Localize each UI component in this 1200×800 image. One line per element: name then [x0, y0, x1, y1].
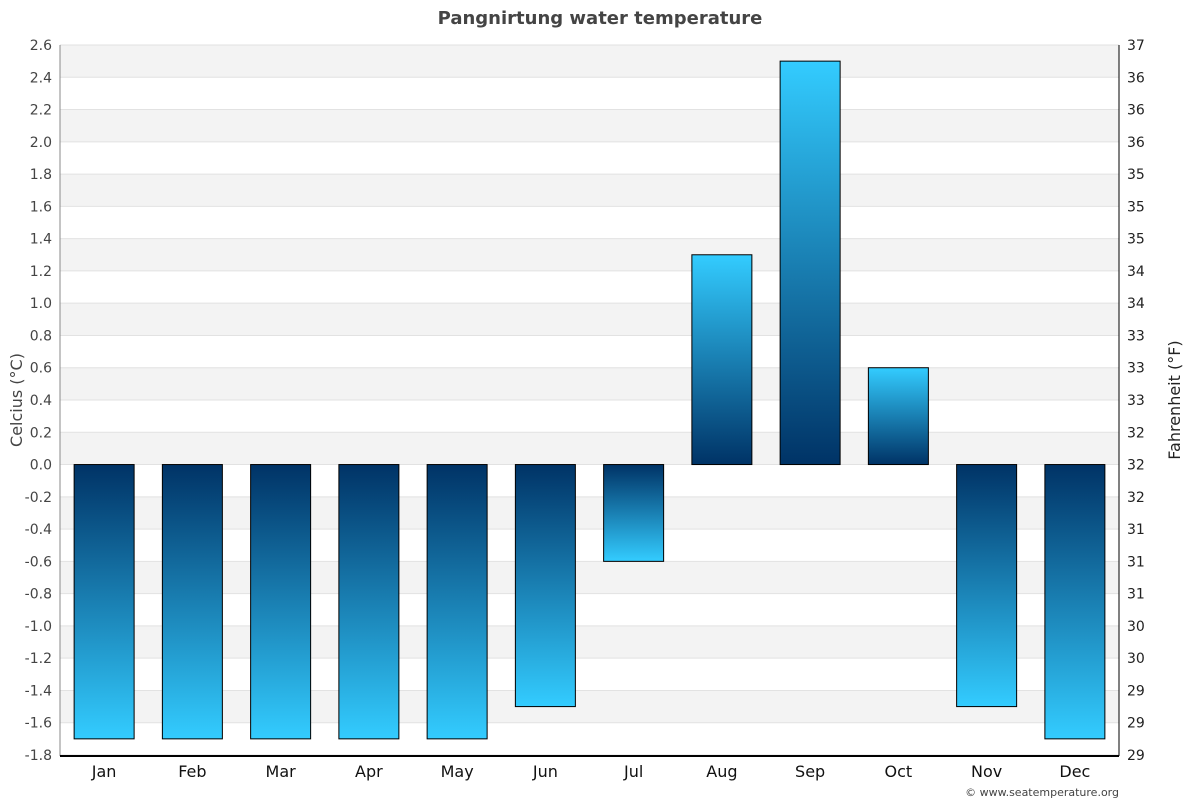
y-tick-label-right: 36	[1127, 70, 1145, 86]
bar-feb[interactable]	[161, 464, 223, 740]
x-tick-label: May	[441, 762, 474, 781]
grid-band	[60, 625, 1119, 659]
y-tick-label-right: 35	[1127, 232, 1145, 248]
x-tick-label: Feb	[178, 762, 206, 781]
y-tick-label-left: 2.4	[30, 70, 52, 86]
y-tick-label-left: -0.8	[25, 587, 52, 603]
grid-band	[60, 432, 1119, 465]
y-tick-label-right: 33	[1127, 328, 1145, 344]
y-tick-label-right: 29	[1127, 748, 1145, 764]
y-tick-label-left: -0.2	[25, 490, 52, 506]
grid-band	[60, 303, 1119, 336]
grid-band	[60, 367, 1119, 400]
bar-apr[interactable]	[338, 464, 400, 740]
x-tick-label: Jul	[623, 762, 643, 781]
y-tick-label-left: 1.6	[30, 199, 52, 215]
x-tick-label: Mar	[266, 762, 297, 781]
grid-band	[60, 174, 1119, 207]
y-axis-label-right: Fahrenheit (°F)	[1165, 340, 1184, 459]
x-tick-label: Apr	[355, 762, 383, 781]
bar-jul[interactable]	[603, 464, 665, 562]
y-tick-label-left: 2.2	[30, 103, 52, 119]
x-tick-label: Aug	[706, 762, 737, 781]
y-tick-label-right: 32	[1127, 425, 1145, 441]
y-tick-label-left: -1.6	[25, 716, 52, 732]
y-tick-label-left: 1.8	[30, 167, 52, 183]
y-tick-label-right: 33	[1127, 361, 1145, 377]
bar-may[interactable]	[426, 464, 488, 740]
y-tick-label-right: 32	[1127, 490, 1145, 506]
y-tick-label-left: -1.4	[25, 683, 52, 699]
y-tick-label-right: 32	[1127, 458, 1145, 474]
bar-oct[interactable]	[867, 367, 929, 466]
bar-aug[interactable]	[691, 254, 753, 466]
bar-jun[interactable]	[514, 464, 576, 708]
bar-mar[interactable]	[250, 464, 312, 740]
y-tick-label-left: 0.4	[30, 393, 52, 409]
y-tick-label-left: 0.2	[30, 425, 52, 441]
y-tick-label-right: 37	[1127, 38, 1145, 54]
y-tick-label-left: 0.0	[30, 458, 52, 474]
chart-title: Pangnirtung water temperature	[438, 8, 763, 29]
y-tick-label-right: 31	[1127, 522, 1145, 538]
grid-band	[60, 109, 1119, 142]
y-tick-label-right: 35	[1127, 167, 1145, 183]
y-tick-label-left: 1.4	[30, 232, 52, 248]
y-tick-label-right: 30	[1127, 619, 1145, 635]
y-tick-label-right: 36	[1127, 135, 1145, 151]
y-tick-label-left: -0.4	[25, 522, 52, 538]
y-tick-label-right: 36	[1127, 103, 1145, 119]
x-tick-label: Oct	[885, 762, 913, 781]
x-tick-label: Jan	[91, 762, 117, 781]
y-tick-label-right: 30	[1127, 651, 1145, 667]
bar-nov[interactable]	[956, 464, 1018, 708]
y-tick-label-right: 33	[1127, 393, 1145, 409]
y-tick-label-left: 2.0	[30, 135, 52, 151]
y-tick-label-right: 34	[1127, 296, 1145, 312]
y-tick-label-left: 1.2	[30, 264, 52, 280]
y-tick-label-right: 31	[1127, 554, 1145, 570]
y-tick-label-left: 0.8	[30, 328, 52, 344]
y-tick-label-left: -1.8	[25, 748, 52, 764]
bar-jan[interactable]	[73, 464, 135, 740]
grid-band	[60, 561, 1119, 594]
x-tick-label: Jun	[532, 762, 558, 781]
grid-band	[60, 690, 1119, 723]
grid-band	[60, 45, 1119, 78]
grid-band	[60, 238, 1119, 271]
y-tick-label-left: 1.0	[30, 296, 52, 312]
y-tick-label-right: 34	[1127, 264, 1145, 280]
footer-credit: © www.seatemperature.org	[965, 786, 1119, 799]
y-tick-label-left: 0.6	[30, 361, 52, 377]
y-tick-label-right: 31	[1127, 587, 1145, 603]
y-tick-label-left: -1.2	[25, 651, 52, 667]
bar-dec[interactable]	[1044, 464, 1106, 740]
y-tick-label-right: 29	[1127, 683, 1145, 699]
y-tick-label-left: 2.6	[30, 38, 52, 54]
x-tick-label: Nov	[971, 762, 1002, 781]
y-tick-label-right: 35	[1127, 199, 1145, 215]
y-tick-label-left: -1.0	[25, 619, 52, 635]
x-tick-label: Dec	[1059, 762, 1090, 781]
grid-band	[60, 496, 1119, 530]
y-axis-label-left: Celcius (°C)	[7, 353, 26, 447]
bar-sep[interactable]	[779, 60, 841, 466]
x-tick-label: Sep	[795, 762, 825, 781]
y-tick-label-right: 29	[1127, 716, 1145, 732]
y-tick-label-left: -0.6	[25, 554, 52, 570]
